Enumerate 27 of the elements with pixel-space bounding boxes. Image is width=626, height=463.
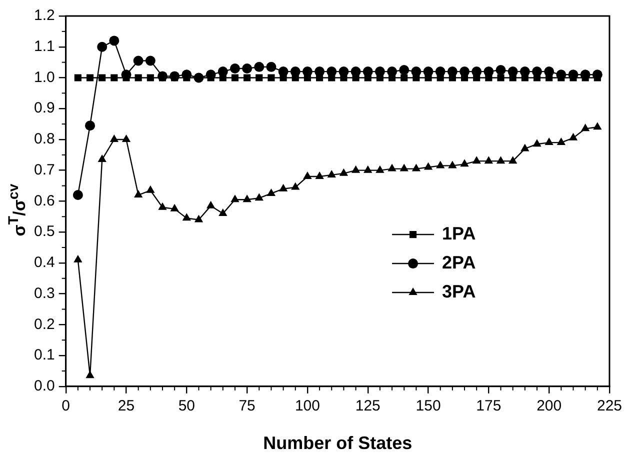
x-tick-label: 50 bbox=[178, 398, 196, 415]
y-tick-label: 0.7 bbox=[34, 161, 55, 178]
x-tick-label: 200 bbox=[536, 398, 562, 415]
x-axis-title: Number of States bbox=[263, 433, 412, 454]
y-tick-label: 0.2 bbox=[34, 316, 55, 333]
y-tick-label: 1.1 bbox=[34, 38, 55, 56]
y-tick-label: 0.1 bbox=[34, 346, 55, 364]
y-tick-label: 0.0 bbox=[34, 378, 55, 395]
y-tick-label: 0.5 bbox=[34, 223, 55, 240]
x-tick-label: 25 bbox=[118, 398, 135, 415]
x-tick-label: 100 bbox=[294, 398, 320, 415]
y-tick-label: 1.2 bbox=[34, 7, 55, 24]
y-tick-label: 0.4 bbox=[34, 254, 55, 272]
y-tick-label: 0.3 bbox=[34, 284, 55, 302]
y-tick-label: 1.0 bbox=[34, 68, 55, 86]
x-tick-label: 150 bbox=[416, 398, 441, 415]
y-tick-label: 0.6 bbox=[34, 192, 55, 210]
x-tick-label: 0 bbox=[62, 398, 70, 415]
y-tick-label: 0.8 bbox=[34, 130, 55, 148]
x-tick-label: 75 bbox=[238, 398, 256, 415]
legend-label: 2PA bbox=[442, 252, 476, 273]
x-tick-label: 125 bbox=[355, 398, 380, 415]
y-tick-label: 0.9 bbox=[34, 100, 55, 117]
legend-label: 3PA bbox=[442, 282, 476, 302]
legend-label: 1PA bbox=[442, 224, 476, 244]
x-tick-label: 175 bbox=[476, 398, 502, 415]
x-tick-label: 225 bbox=[596, 398, 622, 415]
